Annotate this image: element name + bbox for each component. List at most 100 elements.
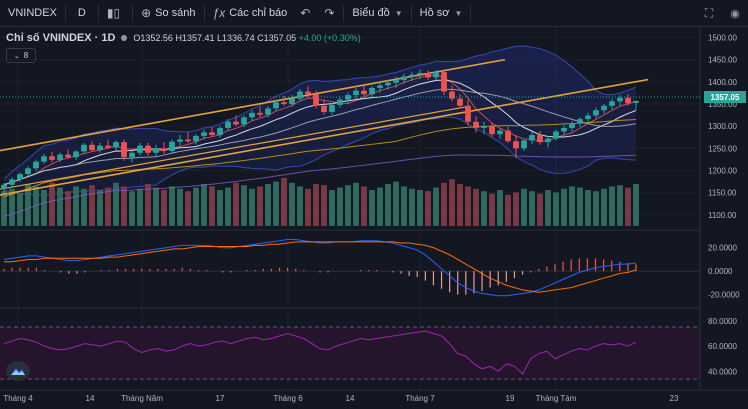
fullscreen-icon[interactable]: ⛶ (704, 6, 714, 20)
function-icon: ƒx (212, 6, 226, 20)
undo-button[interactable]: ↶ (295, 0, 319, 27)
toolbar-divider (203, 4, 205, 22)
time-tick-label: 14 (86, 394, 95, 403)
price-axis: 1500.00 1450.00 1400.00 1350.00 1300.00 1250.… (708, 33, 737, 219)
time-tick-label: Tháng 4 (3, 394, 33, 403)
price-tick-label: 1200.00 (708, 167, 737, 176)
volume-bar (577, 187, 583, 226)
interval-label: D (77, 7, 86, 19)
candle-body (497, 130, 503, 135)
candle-body (481, 126, 487, 128)
volume-bar (73, 186, 79, 226)
toolbar-right-group: ⛶ ◉ (696, 0, 748, 27)
profile-dropdown[interactable]: Hồ sơ ▼ (412, 0, 471, 27)
legend-title: Chỉ số VNINDEX · 1D (6, 32, 116, 44)
legend-low: L1336.74 (217, 33, 255, 43)
time-tick-label: 19 (506, 394, 515, 403)
volume-bar (593, 191, 599, 226)
candle-body (17, 174, 23, 180)
candle-body (1, 184, 7, 189)
candle-body (585, 115, 591, 120)
candle-body (193, 135, 199, 142)
chart-area[interactable]: 1500.00 1450.00 1400.00 1350.00 1300.00 1250.… (0, 27, 748, 409)
candle-body (201, 132, 207, 136)
chart-type-label: Biểu đồ (352, 7, 390, 19)
volume-bar (321, 185, 327, 226)
volume-bar (49, 182, 55, 226)
candle-body (57, 154, 63, 160)
chart-type-dropdown[interactable]: Biểu đồ ▼ (344, 0, 410, 27)
volume-bar (257, 186, 263, 226)
toolbar-divider (470, 4, 472, 22)
candle-body (409, 74, 415, 77)
volume-bar (201, 184, 207, 226)
volume-bar (281, 178, 287, 226)
symbol-label: VNINDEX (8, 7, 57, 19)
candle-body (49, 156, 55, 160)
upper-trendline (0, 58, 506, 152)
candle-body (121, 142, 127, 158)
undo-icon: ↶ (300, 6, 311, 20)
time-tick-label: 17 (216, 394, 225, 403)
candle-body (601, 105, 607, 111)
time-tick-label: 14 (346, 394, 355, 403)
volume-bar (545, 190, 551, 226)
volume-bar (617, 185, 623, 226)
candle-body (521, 140, 527, 149)
candle-body (401, 76, 407, 81)
candle-body (89, 144, 95, 151)
volume-bar (145, 184, 151, 226)
candle-body (65, 154, 71, 158)
volume-bar (489, 193, 495, 226)
bar-style-button[interactable]: ▮▯ (99, 0, 132, 27)
volume-bar (25, 184, 31, 226)
tradingview-logo-icon[interactable] (6, 361, 30, 381)
indicators-toggle[interactable]: ⌄ 8 (6, 48, 36, 63)
volume-bar (329, 190, 335, 226)
volume-bar (297, 186, 303, 226)
candle-body (361, 90, 367, 95)
volume-bar (417, 190, 423, 226)
rsi-tick-label: 80.0000 (708, 317, 737, 326)
legend-change: +4.00 (+0.30%) (298, 33, 361, 43)
candle-body (625, 97, 631, 104)
status-dot-icon (121, 35, 128, 41)
candle-body (457, 98, 463, 106)
volume-bar (521, 188, 527, 226)
redo-button[interactable]: ↷ (319, 0, 343, 27)
candle-body (305, 91, 311, 95)
candle-body (561, 127, 567, 132)
symbol-search-button[interactable]: VNINDEX (0, 0, 65, 27)
volume-bar (601, 188, 607, 226)
indicators-button[interactable]: ƒx Các chỉ báo (205, 0, 296, 27)
interval-button[interactable]: D (66, 0, 98, 27)
candle-body (433, 72, 439, 78)
rsi-tick-label: 40.0000 (708, 367, 737, 376)
legend-high: H1357.41 (175, 33, 215, 43)
volume-bar (249, 188, 255, 226)
top-toolbar: VNINDEX D ▮▯ ⊕ So sánh ƒx Các chỉ báo ↶ … (0, 0, 748, 27)
volume-bar (473, 188, 479, 226)
candlesticks (1, 69, 639, 194)
candle-body (577, 119, 583, 124)
volume-bar (337, 187, 343, 226)
volume-bar (89, 185, 95, 226)
screenshot-icon[interactable]: ◉ (730, 8, 740, 20)
middle-trendline (0, 78, 649, 196)
candle-body (129, 152, 135, 158)
volume-bar (361, 186, 367, 226)
candle-body (473, 121, 479, 128)
volume-bar (33, 186, 39, 226)
macd-tick-label: 20.0000 (708, 244, 737, 253)
candle-body (241, 117, 247, 125)
macd-axis: 20.0000 0.0000 -20.0000 (708, 244, 740, 300)
candle-body (313, 94, 319, 106)
price-tick-label: 1300.00 (708, 122, 737, 131)
volume-bar (465, 186, 471, 226)
candle-body (417, 72, 423, 75)
volume-bar (449, 179, 455, 226)
last-price-tag: 1357.05 (704, 91, 746, 103)
compare-button[interactable]: ⊕ So sánh (133, 0, 203, 27)
volume-bar (497, 190, 503, 226)
chart-canvas[interactable]: 1500.00 1450.00 1400.00 1350.00 1300.00 1250.… (0, 27, 748, 409)
